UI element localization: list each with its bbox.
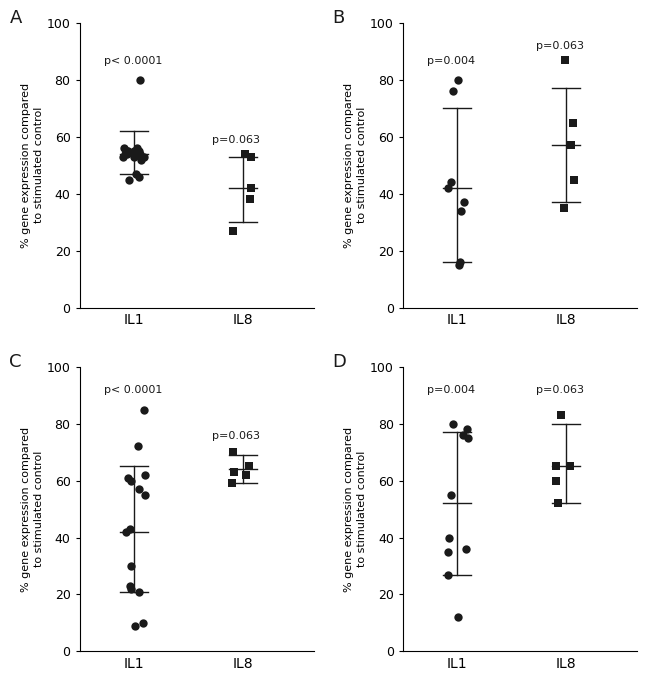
Point [559,55,570,65]
Point [445,532,455,543]
Point [446,490,456,501]
Point [461,544,471,554]
Text: D: D [332,353,347,370]
Point [443,569,453,580]
Point [135,74,145,85]
Point [566,140,577,151]
Point [453,612,463,623]
Point [463,432,473,443]
Text: p=0.063: p=0.063 [213,136,260,145]
Point [456,205,466,216]
Point [244,461,254,472]
Text: p< 0.0001: p< 0.0001 [104,385,162,396]
Text: B: B [332,9,345,27]
Text: p=0.004: p=0.004 [427,385,475,396]
Point [122,149,132,160]
Point [448,418,458,429]
Point [139,151,149,162]
Text: p=0.063: p=0.063 [536,42,584,52]
Point [565,461,575,472]
Point [551,461,561,472]
Point [134,146,145,157]
Point [140,469,150,480]
Point [132,168,142,179]
Point [458,197,469,208]
Point [122,146,133,157]
Point [553,498,563,509]
Point [130,620,140,631]
Point [454,259,464,270]
Point [133,441,144,452]
Point [455,256,465,267]
Text: p=0.063: p=0.063 [536,385,584,396]
Point [125,524,135,535]
Text: p< 0.0001: p< 0.0001 [104,56,162,65]
Point [118,151,128,162]
Point [227,478,237,489]
Point [133,149,143,160]
Point [123,146,133,157]
Y-axis label: % gene expression compared
to stimulated control: % gene expression compared to stimulated… [344,426,367,592]
Point [139,404,149,415]
Point [125,580,135,591]
Point [132,143,142,153]
Point [134,484,145,494]
Point [240,469,251,480]
Point [227,447,238,458]
Point [137,617,148,628]
Point [568,117,578,128]
Point [122,473,133,484]
Point [551,475,561,486]
Point [246,151,257,162]
Point [135,149,145,160]
Text: p=0.063: p=0.063 [213,431,260,441]
Point [135,154,146,165]
Point [133,171,144,182]
Point [129,146,139,157]
Point [126,561,137,572]
Point [448,86,458,97]
Text: A: A [9,9,22,27]
Point [129,151,139,162]
Point [244,194,255,205]
Point [229,466,239,477]
Point [227,225,238,236]
Point [124,174,135,185]
Point [133,586,144,597]
Point [120,149,130,160]
Point [559,203,569,213]
Point [458,430,469,441]
Point [445,177,456,188]
Y-axis label: % gene expression compared
to stimulated control: % gene expression compared to stimulated… [344,83,367,248]
Point [246,183,257,194]
Point [121,527,132,537]
Y-axis label: % gene expression compared
to stimulated control: % gene expression compared to stimulated… [21,83,44,248]
Y-axis label: % gene expression compared
to stimulated control: % gene expression compared to stimulated… [21,426,44,592]
Point [443,183,453,194]
Point [126,475,136,486]
Point [240,149,250,160]
Point [569,174,579,185]
Text: C: C [9,353,22,370]
Point [139,490,150,501]
Point [555,410,566,421]
Point [126,583,136,594]
Text: p=0.004: p=0.004 [427,56,475,65]
Point [453,74,463,85]
Point [119,143,129,153]
Point [443,546,453,557]
Point [462,424,472,435]
